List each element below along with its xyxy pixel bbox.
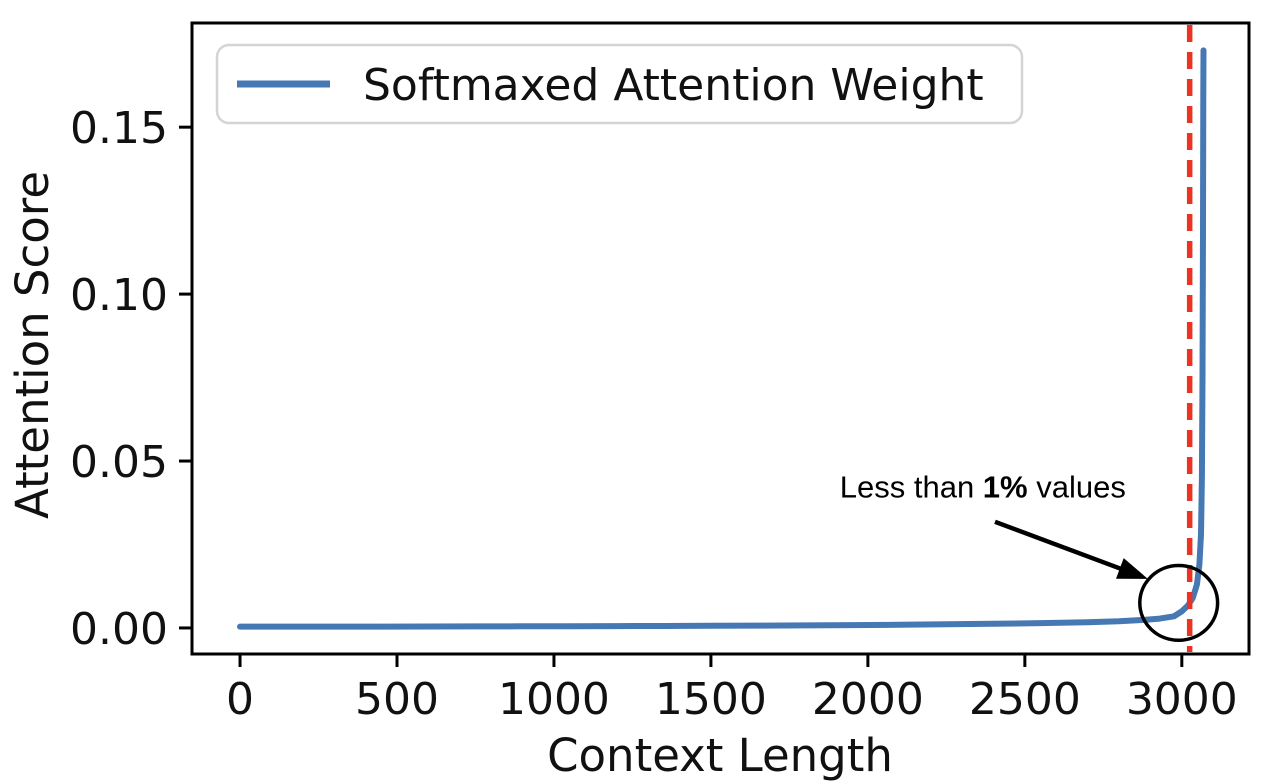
- plot-border: [190, 21, 1251, 656]
- x-axis-ticks: 0 500 1000 1500 2000 2500 3000: [226, 654, 1238, 725]
- annotation-highlight-circle: [1138, 563, 1220, 643]
- y-tick-label: 0.00: [70, 604, 168, 655]
- x-tick-label: 500: [355, 674, 439, 725]
- y-axis-ticks: 0.00 0.05 0.10 0.15: [70, 103, 192, 655]
- x-tick-label: 2000: [812, 674, 924, 725]
- annotation-text: Less than 1% values: [840, 470, 1126, 505]
- x-tick-label: 0: [226, 674, 254, 725]
- y-axis-label: Attention Score: [6, 171, 59, 519]
- x-axis-label: Context Length: [547, 729, 893, 782]
- x-tick-label: 3000: [1126, 674, 1238, 725]
- x-tick-label: 1000: [498, 674, 610, 725]
- x-tick-label: 2500: [969, 674, 1081, 725]
- annotation-arrowhead-icon: [1116, 558, 1148, 579]
- annotation-group: Less than 1% values: [840, 470, 1220, 643]
- y-tick-label: 0.15: [70, 103, 168, 154]
- x-tick-label: 1500: [655, 674, 767, 725]
- y-tick-label: 0.10: [70, 270, 168, 321]
- softmaxed-attention-line: [237, 47, 1207, 630]
- legend: Softmaxed Attention Weight: [215, 43, 1024, 125]
- legend-entry-label: Softmaxed Attention Weight: [363, 60, 984, 111]
- annotation-arrow-line: [994, 519, 1125, 572]
- legend-box: [215, 43, 1024, 125]
- y-tick-label: 0.05: [70, 437, 168, 488]
